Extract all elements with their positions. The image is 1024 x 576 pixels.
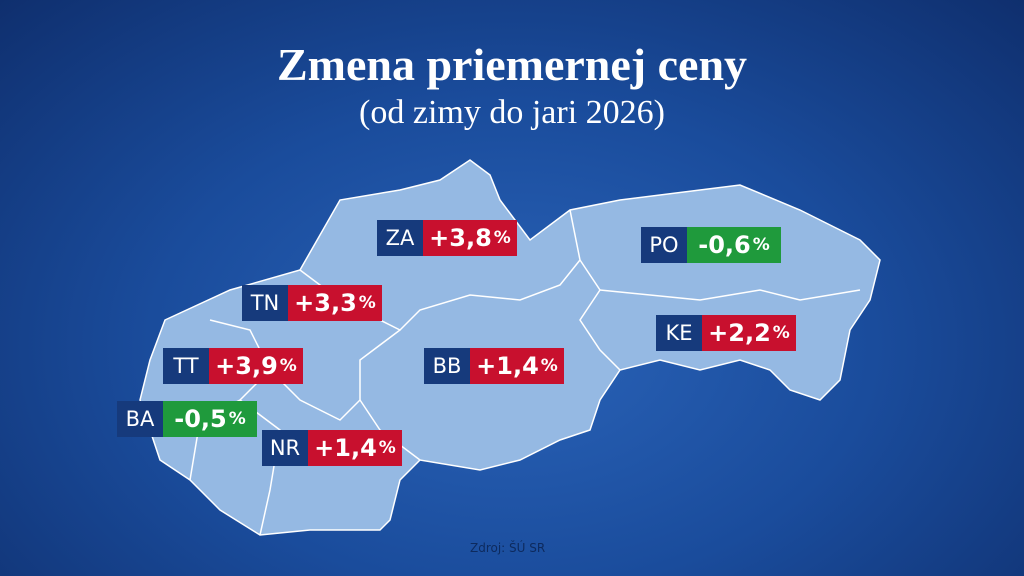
region-code: PO bbox=[641, 227, 687, 263]
region-code: TT bbox=[163, 348, 209, 384]
region-unit: % bbox=[752, 235, 770, 255]
source: Zdroj: ŠÚ SR bbox=[470, 541, 546, 555]
region-value: -0,6 bbox=[698, 231, 751, 259]
subtitle: (od zimy do jari 2026) bbox=[359, 94, 665, 131]
region-value: +3,3 bbox=[294, 289, 357, 317]
region-value-box: +3,3% bbox=[288, 285, 382, 321]
region-code: TN bbox=[242, 285, 288, 321]
region-value-box: -0,5% bbox=[163, 401, 257, 437]
region-label: TN +3,3% bbox=[242, 285, 382, 321]
region-value: +1,4 bbox=[476, 352, 539, 380]
region-unit: % bbox=[358, 293, 376, 313]
region-value-box: +1,4% bbox=[470, 348, 564, 384]
region-value-box: +3,9% bbox=[209, 348, 303, 384]
title: Zmena priemernej ceny bbox=[276, 39, 748, 90]
region-unit: % bbox=[772, 323, 790, 343]
region-label: TT +3,9% bbox=[163, 348, 303, 384]
region-unit: % bbox=[279, 356, 297, 376]
region-value: +1,4 bbox=[314, 434, 377, 462]
region-value-box: +1,4% bbox=[308, 430, 402, 466]
region-unit: % bbox=[540, 356, 558, 376]
region-value: +3,8 bbox=[429, 224, 492, 252]
region-code: NR bbox=[262, 430, 308, 466]
region-code: KE bbox=[656, 315, 702, 351]
region-value: -0,5 bbox=[174, 405, 227, 433]
region-label: KE +2,2% bbox=[656, 315, 796, 351]
region-value: +3,9 bbox=[215, 352, 278, 380]
region-value-box: +3,8% bbox=[423, 220, 517, 256]
region-code: BA bbox=[117, 401, 163, 437]
region-value-box: -0,6% bbox=[687, 227, 781, 263]
region-label: BB +1,4% bbox=[424, 348, 564, 384]
region-value: +2,2 bbox=[708, 319, 771, 347]
region-label: BA -0,5% bbox=[117, 401, 257, 437]
region-label: PO -0,6% bbox=[641, 227, 781, 263]
region-label: ZA +3,8% bbox=[377, 220, 517, 256]
region-code: BB bbox=[424, 348, 470, 384]
region-unit: % bbox=[378, 438, 396, 458]
region-unit: % bbox=[228, 409, 246, 429]
region-code: ZA bbox=[377, 220, 423, 256]
region-value-box: +2,2% bbox=[702, 315, 796, 351]
region-unit: % bbox=[493, 228, 511, 248]
region-label: NR +1,4% bbox=[262, 430, 402, 466]
